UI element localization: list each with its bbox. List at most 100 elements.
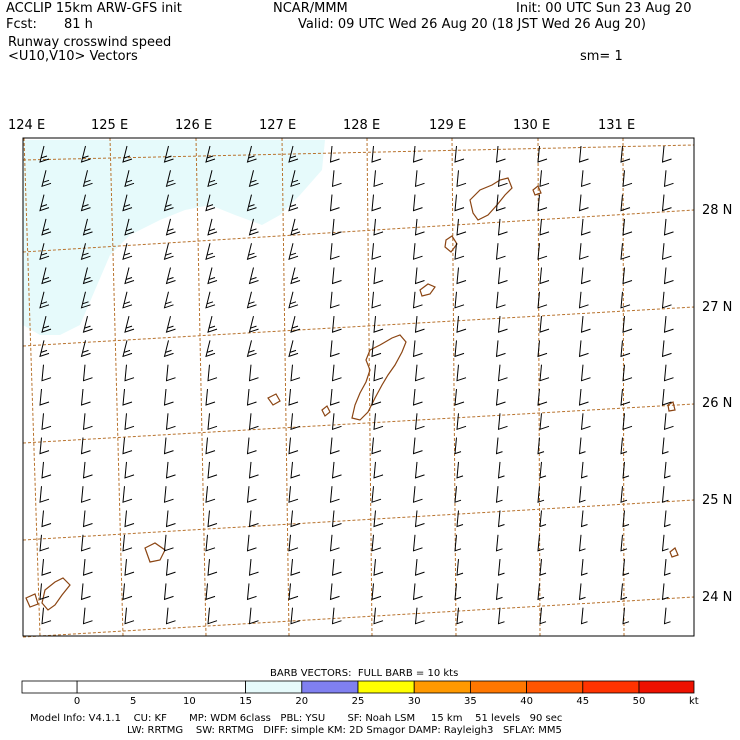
wind-barb	[331, 510, 342, 528]
wind-barb	[165, 413, 176, 431]
wind-barb	[80, 388, 91, 406]
wind-barb	[80, 437, 91, 455]
forecast-hours: 81 h	[64, 17, 93, 32]
wind-barb	[661, 534, 669, 552]
wind-barb	[165, 218, 176, 236]
wind-barb	[373, 413, 384, 431]
wind-barb	[495, 291, 506, 309]
wind-barb	[246, 194, 257, 212]
wind-barb	[580, 218, 591, 236]
wind-barb	[495, 194, 506, 212]
lon-label: 128 E	[343, 118, 381, 133]
wind-barb	[80, 194, 91, 212]
wind-barb	[207, 218, 218, 236]
valid-time: Valid: 09 UTC Wed 26 Aug 20 (18 JST Wed …	[298, 17, 646, 32]
wind-barb	[620, 534, 628, 552]
wind-barb	[454, 388, 465, 406]
wind-barb	[331, 559, 342, 576]
wind-barb	[331, 170, 342, 188]
meridian-125e	[109, 137, 124, 637]
wind-barb	[41, 364, 52, 382]
lat-label: 25 N	[702, 493, 733, 508]
wind-barb	[246, 437, 257, 455]
wind-barb	[371, 437, 382, 455]
wind-barb	[373, 218, 384, 236]
wind-barb	[620, 145, 631, 163]
meridian-131e	[622, 137, 625, 637]
legend-tick-label: 35	[464, 696, 477, 707]
wind-barb	[663, 364, 674, 382]
wind-barb	[331, 218, 342, 236]
legend-color-box	[301, 680, 359, 694]
wind-barb	[412, 194, 423, 212]
wind-barb	[331, 461, 342, 479]
wind-barb	[539, 607, 547, 625]
wind-barb	[580, 607, 588, 625]
wind-barb	[539, 364, 550, 382]
wind-barb	[290, 218, 301, 236]
wind-barb	[620, 388, 631, 406]
wind-barb	[622, 364, 633, 382]
wind-barb	[661, 437, 669, 455]
wind-barb	[537, 583, 545, 601]
legend-color-box	[357, 680, 415, 694]
wind-barb	[622, 218, 633, 236]
legend-color-box	[526, 680, 584, 694]
wind-barb	[456, 413, 467, 431]
wind-barb	[620, 437, 628, 455]
wind-barb	[246, 291, 257, 309]
wind-barb	[414, 461, 425, 479]
wind-barb	[495, 388, 506, 406]
field-name: Runway crosswind speed	[8, 35, 172, 50]
wind-barb	[124, 218, 135, 236]
wind-barb	[497, 267, 508, 285]
wind-barb	[414, 510, 425, 528]
wind-barb	[41, 510, 52, 528]
wind-barb	[497, 413, 508, 431]
legend-color-box	[638, 680, 695, 694]
wind-barb	[622, 267, 633, 285]
wind-barb	[454, 534, 462, 552]
wind-barb	[205, 145, 216, 163]
lon-label: 130 E	[513, 118, 551, 133]
wind-barb	[539, 559, 547, 576]
wind-barb	[454, 583, 462, 601]
legend-color-box	[245, 680, 303, 694]
wind-barb	[454, 243, 465, 260]
wind-barb	[163, 583, 174, 601]
wind-barb	[124, 559, 135, 576]
tokunoshima-coast	[444, 235, 458, 253]
wind-barb	[246, 243, 257, 260]
wind-barb	[207, 559, 218, 576]
wind-barb	[248, 461, 259, 479]
wind-barb	[414, 559, 425, 576]
wind-barb	[454, 437, 462, 455]
wind-barb	[497, 607, 505, 625]
wind-barb	[163, 388, 174, 406]
smoothing-label: sm= 1	[580, 49, 623, 64]
wind-barb	[82, 170, 93, 188]
wind-barb	[288, 243, 299, 260]
wind-barb	[661, 486, 669, 503]
wind-barb	[371, 534, 382, 552]
wind-barb	[622, 461, 630, 479]
model-info-line1: Model Info: V4.1.1 CU: KF MP: WDM 6class…	[30, 713, 563, 724]
wind-barbs	[39, 145, 674, 625]
wind-barb	[39, 388, 50, 406]
wind-barb	[331, 364, 342, 382]
wind-barb	[456, 218, 467, 236]
wind-barb	[290, 559, 301, 576]
wind-barb	[622, 170, 633, 188]
wind-barb	[80, 534, 91, 552]
yonaguni-coast	[669, 547, 679, 558]
wind-barb	[248, 364, 259, 382]
wind-barb	[497, 316, 508, 333]
wind-barb	[414, 170, 425, 188]
wind-barb	[329, 486, 340, 503]
wind-barb	[329, 194, 340, 212]
wind-barb	[290, 510, 301, 528]
lon-label: 129 E	[429, 118, 467, 133]
wind-barb	[122, 388, 133, 406]
legend-tick-label: 0	[74, 696, 80, 707]
wind-barb	[371, 388, 382, 406]
